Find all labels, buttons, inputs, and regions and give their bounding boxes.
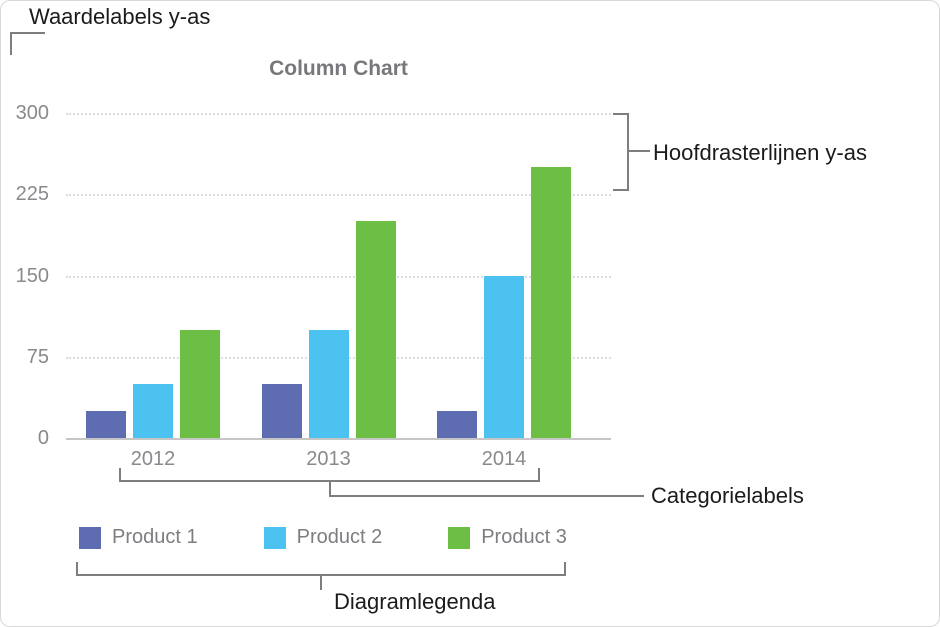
y-tick-label-225: 225: [15, 183, 49, 206]
bar-product-2-2014: [484, 275, 524, 438]
bar-product-2-2012: [133, 383, 173, 438]
category-labels-connector-line: [329, 495, 644, 497]
y-tick-label-75: 75: [26, 345, 49, 368]
legend-label-product-3: Product 3: [481, 526, 567, 548]
bar-group-2012: [86, 329, 220, 438]
chart-legend: Product 1 Product 2 Product 3: [79, 526, 567, 549]
bar-product-2-2013: [308, 329, 349, 438]
x-axis-line: [66, 438, 611, 440]
bar-product-3-2013: [355, 221, 396, 438]
bar-group-2013: [261, 221, 396, 438]
bar-product-1-2012: [86, 410, 126, 438]
y-tick-label-0: 0: [37, 427, 49, 449]
annotation-value-labels-y-axis: Waardelabels y-as: [29, 4, 211, 29]
legend-swatch-product-3: [448, 526, 471, 549]
y-tick-label-300: 300: [15, 102, 49, 124]
category-labels-bracket: [119, 468, 540, 482]
y-tick-label-150: 150: [15, 264, 49, 287]
gridline-y-225: [66, 194, 611, 197]
bar-product-3-2012: [180, 329, 220, 438]
category-labels-row: 2012 2013 2014: [66, 448, 611, 471]
plot-area: [66, 113, 611, 440]
legend-swatch-product-2: [263, 526, 286, 549]
gridline-y-300: [66, 113, 611, 115]
annotation-chart-legend: Diagramlegenda: [334, 589, 496, 614]
annotation-major-gridlines-y-axis: Hoofdrasterlijnen y-as: [653, 140, 867, 165]
legend-swatch-product-1: [79, 526, 101, 549]
bar-product-1-2013: [261, 383, 302, 438]
legend-item-product-1: Product 1: [79, 526, 198, 549]
legend-stub-line: [320, 574, 322, 590]
legend-item-product-3: Product 3: [448, 526, 567, 549]
value-labels-bracket: [10, 32, 45, 55]
legend-item-product-2: Product 2: [263, 526, 383, 549]
bars-layer: [66, 167, 611, 438]
bar-product-3-2014: [531, 167, 571, 438]
bar-product-1-2014: [437, 410, 477, 438]
chart-title: Column Chart: [269, 57, 408, 80]
category-label-2012: 2012: [130, 448, 176, 470]
category-label-2013: 2013: [306, 448, 351, 470]
category-label-2014: 2014: [481, 448, 527, 470]
legend-label-product-2: Product 2: [296, 526, 383, 548]
gridline-y-150: [66, 275, 611, 278]
gridlines-bracket: [613, 113, 629, 191]
y-axis-tick-labels: 0 75 150 225 300: [1, 102, 49, 449]
gridlines-connector-line: [628, 150, 650, 152]
bar-group-2014: [437, 167, 571, 438]
legend-label-product-1: Product 1: [112, 526, 198, 548]
category-labels-stub-line: [329, 481, 331, 497]
annotation-category-labels: Categorielabels: [651, 483, 804, 508]
